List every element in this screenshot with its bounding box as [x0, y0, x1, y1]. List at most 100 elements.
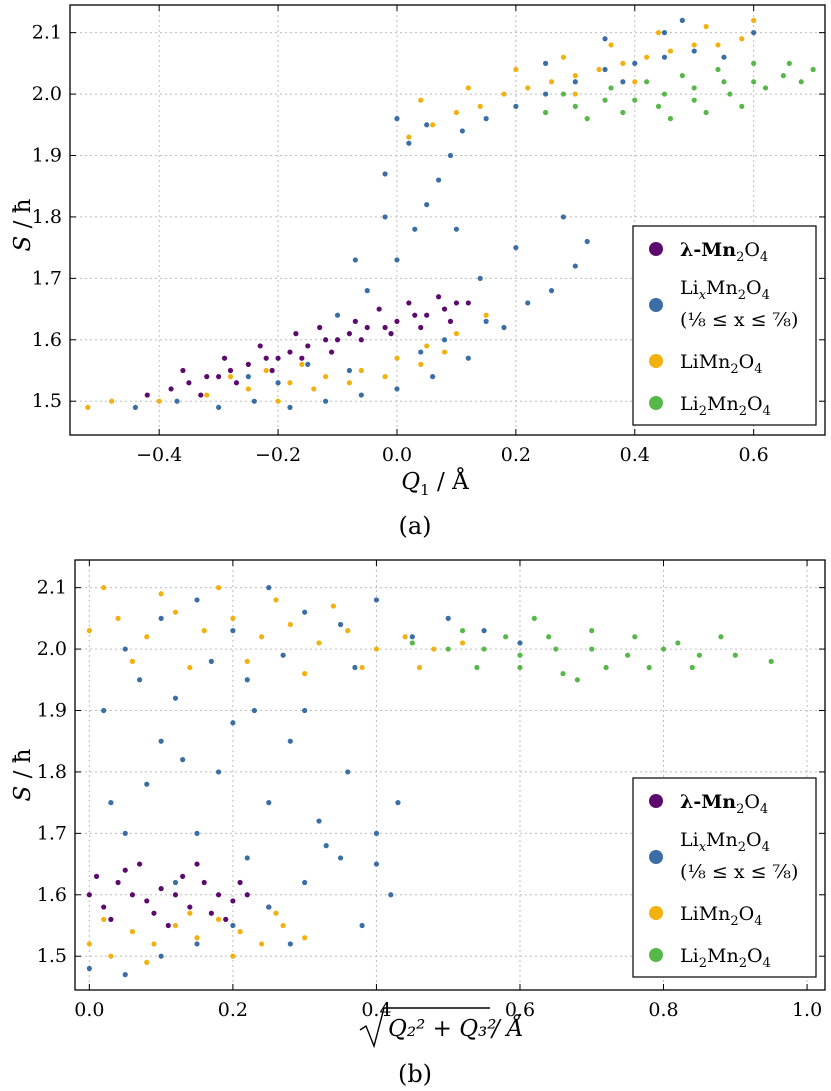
data-point — [501, 324, 507, 331]
series-LiMn2O4 — [85, 17, 757, 410]
data-point — [739, 36, 745, 42]
data-point — [122, 646, 128, 652]
data-point — [144, 781, 150, 787]
data-point — [233, 380, 240, 386]
data-point — [620, 79, 626, 85]
data-point — [655, 30, 662, 36]
data-point — [251, 707, 258, 714]
data-point — [560, 91, 567, 97]
data-point — [323, 337, 329, 343]
data-point — [503, 634, 509, 640]
panel-b-points — [86, 585, 774, 978]
data-point — [230, 720, 236, 726]
data-point — [216, 374, 222, 380]
data-point — [287, 380, 293, 386]
data-point — [373, 646, 380, 652]
data-point — [287, 738, 293, 744]
data-point — [382, 171, 388, 177]
data-point — [204, 374, 210, 380]
data-point — [144, 959, 150, 965]
data-point — [574, 677, 580, 683]
y-tick-label: 1.6 — [32, 329, 62, 351]
data-point — [180, 757, 186, 763]
data-point — [263, 367, 269, 374]
data-point — [632, 79, 638, 85]
series-LixMn2O4 — [132, 17, 757, 410]
data-point — [453, 226, 460, 232]
data-point — [136, 861, 143, 867]
data-point — [101, 916, 107, 922]
data-point — [560, 54, 567, 60]
data-point — [655, 103, 662, 109]
data-point — [409, 634, 415, 640]
data-point — [244, 658, 250, 664]
panel-b-xlabel: Q₂² + Q₃² / Å — [359, 1007, 524, 1049]
data-point — [406, 140, 412, 146]
data-point — [302, 935, 308, 941]
data-point — [431, 646, 437, 652]
data-point — [158, 591, 164, 597]
data-point — [632, 634, 638, 640]
series-Li2Mn2O4 — [409, 615, 774, 683]
sqrt-symbol — [359, 1007, 490, 1049]
data-point — [230, 953, 236, 959]
data-point — [158, 738, 164, 744]
data-point — [751, 17, 757, 23]
data-point — [459, 640, 466, 646]
data-point — [418, 97, 424, 103]
data-point — [373, 597, 380, 603]
panel-a-xlabel: Q1 / Å — [401, 467, 469, 499]
y-tick-label: 2.0 — [37, 638, 67, 660]
data-point — [305, 361, 311, 367]
data-point — [172, 695, 179, 701]
data-point — [546, 634, 552, 640]
data-point — [465, 355, 471, 361]
panel-b-label: (b) — [398, 1060, 432, 1088]
y-tick-label: 2.0 — [32, 83, 62, 105]
data-point — [465, 85, 471, 91]
data-point — [513, 66, 519, 73]
data-point — [328, 349, 335, 355]
data-point — [156, 398, 162, 404]
data-point — [359, 922, 365, 929]
data-point — [334, 337, 341, 343]
data-point — [453, 109, 460, 116]
data-point — [158, 953, 164, 959]
data-point — [739, 103, 745, 109]
panel-a-ylabel: S / ħ — [10, 198, 36, 251]
legend-label-lix-range: (⅛ ≤ x ≤ ⅞) — [680, 861, 798, 883]
data-point — [675, 640, 681, 646]
y-tick-label: 1.8 — [32, 206, 62, 228]
legend-label-lambda: λ-Mn2O4 — [680, 791, 768, 817]
data-point — [584, 116, 590, 122]
data-point — [180, 873, 186, 879]
data-point — [187, 904, 193, 910]
y-tick-label: 1.9 — [32, 145, 62, 167]
data-point — [445, 615, 451, 621]
legend-label-li2mn2o4: Li2Mn2O4 — [680, 393, 771, 419]
data-point — [305, 343, 311, 349]
data-point — [721, 54, 727, 60]
data-point — [280, 922, 286, 929]
data-point — [542, 109, 549, 116]
data-point — [644, 54, 650, 60]
data-point — [646, 664, 652, 671]
data-point — [122, 972, 128, 978]
data-point — [266, 800, 272, 806]
data-point — [394, 257, 400, 263]
x-tick-label: 0.0 — [382, 444, 412, 466]
data-point — [244, 677, 250, 683]
data-point — [435, 294, 442, 300]
data-point — [115, 615, 121, 621]
data-point — [625, 652, 631, 658]
data-point — [572, 91, 578, 97]
data-point — [287, 349, 293, 355]
data-point — [560, 214, 567, 220]
legend-label-lix: LixMn2O4 — [680, 829, 770, 855]
data-point — [201, 879, 207, 886]
data-point — [346, 367, 353, 374]
data-point — [194, 935, 200, 941]
data-point — [402, 634, 408, 640]
data-point — [280, 652, 286, 658]
data-point — [299, 355, 305, 361]
